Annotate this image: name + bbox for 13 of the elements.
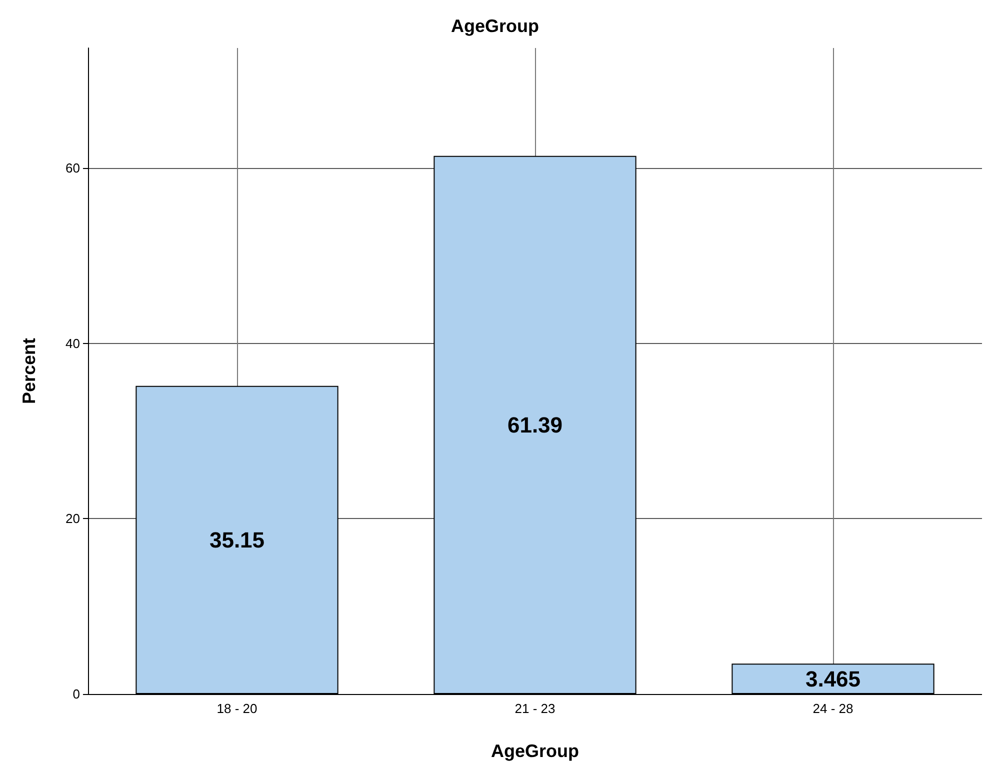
data-label: 3.465 xyxy=(805,666,861,692)
y-tick-label: 60 xyxy=(66,160,80,176)
data-label: 35.15 xyxy=(209,527,265,552)
x-tick-label: 21 - 23 xyxy=(514,701,556,716)
y-tick-label: 0 xyxy=(72,686,80,702)
x-tick-label: 24 - 28 xyxy=(812,701,854,716)
chart-title: AgeGroup xyxy=(451,16,539,36)
data-label: 61.39 xyxy=(507,412,563,438)
x-axis-title: AgeGroup xyxy=(491,741,579,761)
y-tick-label: 40 xyxy=(66,336,80,351)
y-axis-title: Percent xyxy=(19,338,39,404)
x-tick-label: 18 - 20 xyxy=(216,701,258,716)
y-tick-label: 20 xyxy=(66,511,80,526)
